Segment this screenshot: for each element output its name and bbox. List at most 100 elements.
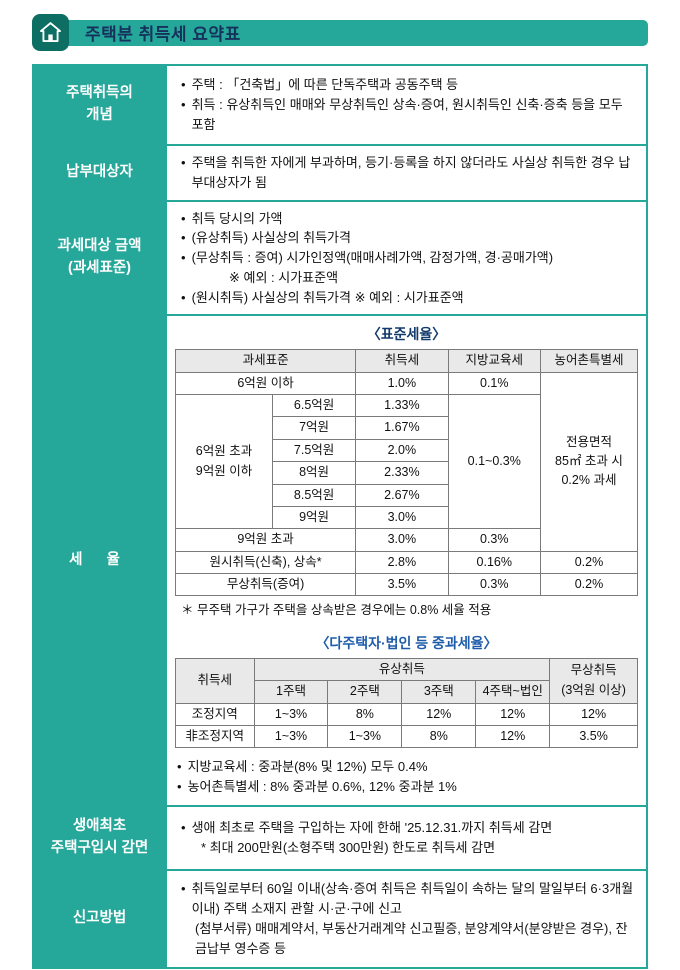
header-rural-special-tax: 농어촌특별세 [539,349,639,373]
cell-edu-rate: 0.16% [447,550,541,575]
bullet-item: 취득 : 유상취득인 매매와 무상취득인 상속·증여, 원시취득인 신축·증축 … [179,95,636,135]
bullet-text: 취득 : 유상취득인 매매와 무상취득인 상속·증여, 원시취득인 신축·증축 … [191,97,623,132]
bullet-item: 취득일로부터 60일 이내(상속·증여 취득은 취득일이 속하는 달의 말일부터… [179,879,636,919]
summary-table: 주택취득의 개념 주택 : 「건축법」에 따른 단독주택과 공동주택 등 취득 … [32,64,648,969]
row-label-first-home: 생애최초 주택구입시 감면 [32,804,167,871]
cell-base: 8억원 [272,461,357,485]
row-content-rate: 〈표준세율〉 과세표준 취득세 지방교육세 농어촌특별세 [165,314,648,807]
bullet-item: 지방교육세 : 중과분(8% 및 12%) 모두 0.4% [175,757,638,777]
cell-base: 7억원 [272,416,357,440]
cell-rate: 12% [475,724,551,749]
cell-acq-rate: 2.33% [355,461,449,485]
cell-acq-rate: 2.67% [355,483,449,507]
row-content-report: 취득일로부터 60일 이내(상속·증여 취득은 취득일이 속하는 달의 말일부터… [165,868,648,969]
cell-edu-rate: 0.3% [447,528,541,552]
cell-rate: 12% [475,702,551,727]
page-header: 주택분 취득세 요약표 [32,14,648,51]
house-icon-glyph [39,22,62,42]
header-local-education-tax: 지방교육세 [447,349,541,373]
exception-note: ※ 예외 : 시가표준액 [229,269,339,285]
row-content-payer: 주택을 취득한 자에게 부과하며, 등기·등록을 하지 않더라도 사실상 취득한… [165,144,648,202]
header-acquisition-tax: 취득세 [355,349,449,373]
limit-note: * 최대 200만원(소형주택 300만원) 한도로 취득세 감면 [201,839,496,855]
cell-base: 6억원 이하 [174,371,357,396]
bullet-text: (무상취득 : 증여) 시가인정액(매매사례가액, 감정가액, 경·공매가액) [191,250,554,265]
subheader-1house: 1주택 [253,680,329,704]
cell-mid-group: 6억원 초과 9억원 이하 [174,393,274,530]
cell-acq-rate: 3.0% [355,528,449,552]
heavy-rate-caption: 〈다주택자·법인 등 중과세율〉 [315,634,498,651]
table-header-row: 취득세 유상취득 무상취득 (3억원 이상) [175,657,638,704]
cell-base: 9억원 초과 [174,528,357,552]
rate-extra-bullets: 지방교육세 : 중과분(8% 및 12%) 모두 0.4% 농어촌특별세 : 8… [175,757,638,797]
header-tax-base: 과세표준 [174,349,357,373]
cell-acq-rate: 3.5% [355,572,449,597]
cell-rural-note: 전용면적 85㎡ 초과 시 0.2% 과세 [539,371,639,552]
row-first-home: 생애최초 주택구입시 감면 생애 최초로 주택을 구입하는 자에 한해 '25.… [32,804,648,871]
cell-region: 非조정지역 [175,724,255,749]
table-row: 6억원 이하 1.0% 0.1% 전용면적 85㎡ 초과 시 0.2% 과세 [174,371,639,552]
bullet-item: (유상취득) 사실상의 취득가격 [179,228,636,248]
table-row: 무상취득(증여) 3.5% 0.3% 0.2% [174,572,639,597]
bullet-item: (무상취득 : 증여) 시가인정액(매매사례가액, 감정가액, 경·공매가액) [179,248,636,268]
table-subheader-row: 1주택 2주택 3주택 4주택~법인 [176,680,638,704]
title-banner: 주택분 취득세 요약표 [63,19,648,46]
bullet-item: 농어촌특별세 : 8% 중과분 0.6%, 12% 중과분 1% [175,777,638,797]
cell-rate: 1~3% [253,724,329,749]
cell-acq-rate: 2.0% [355,438,449,463]
row-label-concept: 주택취득의 개념 [32,64,167,146]
subheader-4house-corp: 4주택~법인 [475,680,551,704]
cell-acq-rate: 1.0% [355,371,449,396]
cell-rate: 8% [401,724,477,749]
row-content-first-home: 생애 최초로 주택을 구입하는 자에 한해 '25.12.31.까지 취득세 감… [165,804,648,871]
bullet-item: (원시취득) 사실상의 취득가격 ※ 예외 : 시가표준액 [179,288,636,308]
cell-base: 무상취득(증여) [174,572,357,597]
cell-edu-rate: 0.1% [447,371,541,396]
table-row: 9억원 초과 3.0% 0.3% [174,528,638,552]
table-row: 6억원 초과 9억원 이하 6.5억원 1.33% 0.1~0.3% [174,393,638,530]
row-content-concept: 주택 : 「건축법」에 따른 단독주택과 공동주택 등 취득 : 유상취득인 매… [165,64,648,146]
cell-acq-rate: 1.67% [355,416,449,440]
cell-edu-range: 0.1~0.3% [447,393,541,530]
table-row: 조정지역 1~3% 8% 12% 12% 12% [175,702,638,727]
cell-base: 6.5억원 [272,393,357,418]
row-payer: 납부대상자 주택을 취득한 자에게 부과하며, 등기·등록을 하지 않더라도 사… [32,144,648,202]
subheader-2house: 2주택 [327,680,403,704]
bullet-text: 취득 당시의 가액 [191,210,283,226]
subheader-3house: 3주택 [401,680,477,704]
table-row: 9억원 3.0% [176,505,638,530]
bullet-item: 주택 : 「건축법」에 따른 단독주택과 공동주택 등 [179,75,636,95]
row-concept: 주택취득의 개념 주택 : 「건축법」에 따른 단독주택과 공동주택 등 취득 … [32,64,648,146]
table-header-row: 과세표준 취득세 지방교육세 농어촌특별세 [174,349,639,373]
row-content-tax-base: 취득 당시의 가액 (유상취득) 사실상의 취득가격 (무상취득 : 증여) 시… [165,199,648,317]
cell-base: 7.5억원 [272,438,357,463]
heavy-rate-table: 취득세 유상취득 무상취득 (3억원 이상) 1주택 2주택 3주택 4주택~법… [175,657,638,749]
bullet-text: (유상취득) 사실상의 취득가격 [191,230,351,246]
cell-region: 조정지역 [175,702,255,727]
cell-acq-rate: 1.33% [355,393,449,418]
row-label-tax-base: 과세대상 금액 (과세표준) [32,199,167,317]
header-free-acquisition: 무상취득 (3억원 이상) [549,657,638,704]
table-row: 7.5억원 2.0% [176,438,638,463]
cell-acq-rate: 3.0% [355,505,449,530]
cell-base: 8.5억원 [272,483,357,507]
bullet-text: 지방교육세 : 중과분(8% 및 12%) 모두 0.4% [187,759,428,775]
bullet-item: 주택을 취득한 자에게 부과하며, 등기·등록을 하지 않더라도 사실상 취득한… [179,153,636,193]
header-acquisition-tax: 취득세 [175,657,255,704]
row-label-rate: 세 율 [32,314,167,807]
table-row: 7억원 1.67% [176,416,638,440]
row-label-report: 신고방법 [32,868,167,969]
cell-rate: 1~3% [327,724,403,749]
row-tax-base: 과세대상 금액 (과세표준) 취득 당시의 가액 (유상취득) 사실상의 취득가… [32,199,648,317]
row-report: 신고방법 취득일로부터 60일 이내(상속·증여 취득은 취득일이 속하는 달의… [32,868,648,969]
bullet-text: 주택을 취득한 자에게 부과하며, 등기·등록을 하지 않더라도 사실상 취득한… [191,155,631,190]
table-row: 非조정지역 1~3% 1~3% 8% 12% 3.5% [175,724,638,749]
bullet-text: (원시취득) 사실상의 취득가격 ※ 예외 : 시가표준액 [191,289,464,305]
standard-rate-footnote: ＊ 무주택 가구가 주택을 상속받은 경우에는 0.8% 세율 적용 [181,603,492,618]
cell-rate: 8% [327,702,403,727]
bullet-text: 생애 최초로 주택을 구입하는 자에 한해 '25.12.31.까지 취득세 감… [191,820,553,836]
page-title: 주택분 취득세 요약표 [85,25,241,44]
cell-rural-rate: 0.2% [539,550,639,575]
cell-edu-rate: 0.3% [447,572,541,597]
house-icon [32,14,69,51]
